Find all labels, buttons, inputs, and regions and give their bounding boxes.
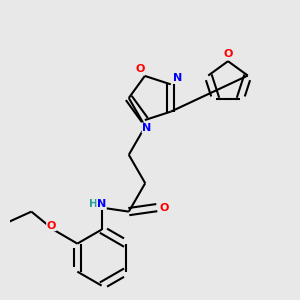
Text: N: N (97, 200, 106, 209)
Text: N: N (173, 74, 183, 83)
Text: H: H (89, 200, 98, 209)
Text: O: O (223, 49, 233, 59)
Text: O: O (135, 64, 145, 74)
Text: O: O (47, 220, 56, 231)
Text: N: N (142, 123, 152, 133)
Text: O: O (159, 202, 169, 213)
